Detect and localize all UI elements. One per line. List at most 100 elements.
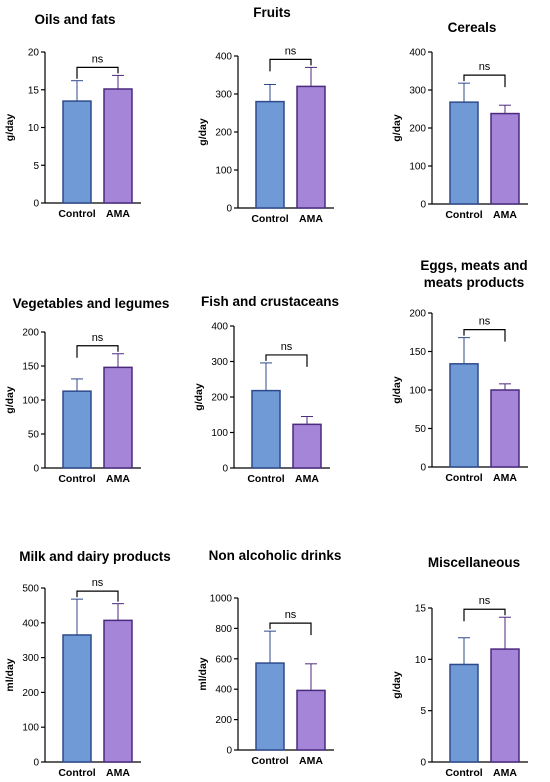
y-tick-label: 0 xyxy=(420,200,426,211)
y-axis-label: g/day xyxy=(193,383,205,411)
chart-panel: Non alcoholic drinks 0 200 400 600 800 1000 ml/… xyxy=(197,548,341,767)
y-tick-label: 0 xyxy=(33,464,39,475)
chart-panel: Cereals 0 100 200 300 400 g/day Control AMA ns xyxy=(391,20,528,221)
bar xyxy=(449,363,479,468)
y-tick-label: 5 xyxy=(420,706,426,717)
chart-panel: Eggs, meats and meats products 0 50 100 150 20… xyxy=(391,258,528,484)
x-tick-label: Control xyxy=(58,473,95,485)
bar xyxy=(296,85,326,209)
x-tick-label: Control xyxy=(445,472,482,484)
y-tick-label: 15 xyxy=(415,604,427,615)
panel-title: Non alcoholic drinks xyxy=(209,548,342,563)
y-tick-label: 150 xyxy=(22,362,39,373)
bar xyxy=(490,389,520,468)
bar xyxy=(292,423,322,469)
y-tick-label: 200 xyxy=(215,128,232,139)
bar xyxy=(255,100,285,209)
significance-bracket xyxy=(463,608,506,622)
significance-label: ns xyxy=(92,332,104,344)
y-tick-label: 100 xyxy=(409,162,426,173)
chart-panel: Fish and crustaceans 0 100 200 300 400 g/day Co… xyxy=(193,294,339,485)
bar xyxy=(62,100,92,204)
bar xyxy=(103,619,133,763)
significance-label: ns xyxy=(479,316,491,328)
significance-label: ns xyxy=(92,53,104,65)
y-axis-label: ml/day xyxy=(197,657,209,690)
bar xyxy=(103,88,133,204)
x-tick-label: Control xyxy=(251,755,288,767)
significance-bracket xyxy=(269,622,312,636)
x-tick-label: Control xyxy=(247,473,284,485)
bar xyxy=(62,390,92,469)
panel-title: Vegetables and legumes xyxy=(13,296,170,311)
significance-label: ns xyxy=(285,45,297,57)
y-axis-label: g/day xyxy=(197,118,209,146)
y-tick-label: 100 xyxy=(211,428,228,439)
significance-bracket xyxy=(463,74,506,88)
bar xyxy=(251,389,281,469)
significance-bracket xyxy=(76,345,119,358)
chart-panel: Milk and dairy products 0 100 200 300 400 500 m… xyxy=(4,549,171,779)
bar xyxy=(255,662,285,751)
y-tick-label: 300 xyxy=(215,90,232,101)
y-tick-label: 300 xyxy=(211,357,228,368)
y-axis-label: g/day xyxy=(391,671,403,699)
y-tick-label: 0 xyxy=(33,758,39,769)
bar xyxy=(490,112,520,205)
significance-bracket xyxy=(463,329,506,342)
panel-title: Fish and crustaceans xyxy=(201,294,339,309)
y-tick-label: 400 xyxy=(409,48,426,59)
x-tick-label: AMA xyxy=(295,473,319,485)
significance-bracket xyxy=(269,58,312,72)
y-tick-label: 0 xyxy=(33,199,39,210)
y-tick-label: 200 xyxy=(22,688,39,699)
chart-panel: Miscellaneous 0 5 10 15 g/day Control AMA ns xyxy=(391,555,528,779)
significance-bracket xyxy=(76,66,119,79)
significance-bracket xyxy=(76,590,119,602)
y-tick-label: 200 xyxy=(215,715,232,726)
y-axis-label: g/day xyxy=(391,114,403,142)
x-tick-label: AMA xyxy=(106,208,130,220)
y-tick-label: 10 xyxy=(415,655,427,666)
x-tick-label: Control xyxy=(445,767,482,779)
significance-label: ns xyxy=(281,341,293,353)
y-tick-label: 300 xyxy=(409,86,426,97)
y-tick-label: 600 xyxy=(215,654,232,665)
y-tick-label: 200 xyxy=(409,309,426,320)
x-tick-label: AMA xyxy=(106,767,130,779)
significance-bracket xyxy=(265,354,308,367)
y-tick-label: 500 xyxy=(22,584,39,595)
panel-title: Oils and fats xyxy=(34,12,115,27)
y-tick-label: 0 xyxy=(420,758,426,769)
chart-panel: Vegetables and legumes 0 50 100 150 200 g/day C… xyxy=(4,296,169,485)
y-axis-label: g/day xyxy=(391,376,403,404)
chart-panel: Oils and fats 0 5 10 15 20 g/day Control AMA ns xyxy=(4,12,141,220)
y-tick-label: 800 xyxy=(215,624,232,635)
bar xyxy=(449,101,479,205)
y-tick-label: 15 xyxy=(28,85,40,96)
y-tick-label: 50 xyxy=(28,430,40,441)
significance-label: ns xyxy=(285,609,297,621)
y-tick-label: 100 xyxy=(409,386,426,397)
panel-title: Fruits xyxy=(253,5,291,20)
significance-label: ns xyxy=(479,595,491,607)
y-tick-label: 5 xyxy=(33,161,39,172)
x-tick-label: Control xyxy=(251,213,288,225)
bar xyxy=(62,634,92,763)
x-tick-label: AMA xyxy=(106,473,130,485)
y-axis-label: g/day xyxy=(4,386,16,414)
y-tick-label: 0 xyxy=(222,464,228,475)
y-tick-label: 100 xyxy=(22,396,39,407)
y-tick-label: 0 xyxy=(226,746,232,757)
significance-label: ns xyxy=(479,61,491,73)
significance-label: ns xyxy=(92,577,104,589)
bar xyxy=(103,366,133,469)
bar xyxy=(449,663,479,763)
x-tick-label: AMA xyxy=(493,209,517,221)
x-tick-label: Control xyxy=(445,209,482,221)
bar xyxy=(296,689,326,751)
y-tick-label: 200 xyxy=(409,124,426,135)
y-tick-label: 300 xyxy=(22,653,39,664)
panel-title: Milk and dairy products xyxy=(19,549,171,564)
y-tick-label: 1000 xyxy=(210,594,233,605)
